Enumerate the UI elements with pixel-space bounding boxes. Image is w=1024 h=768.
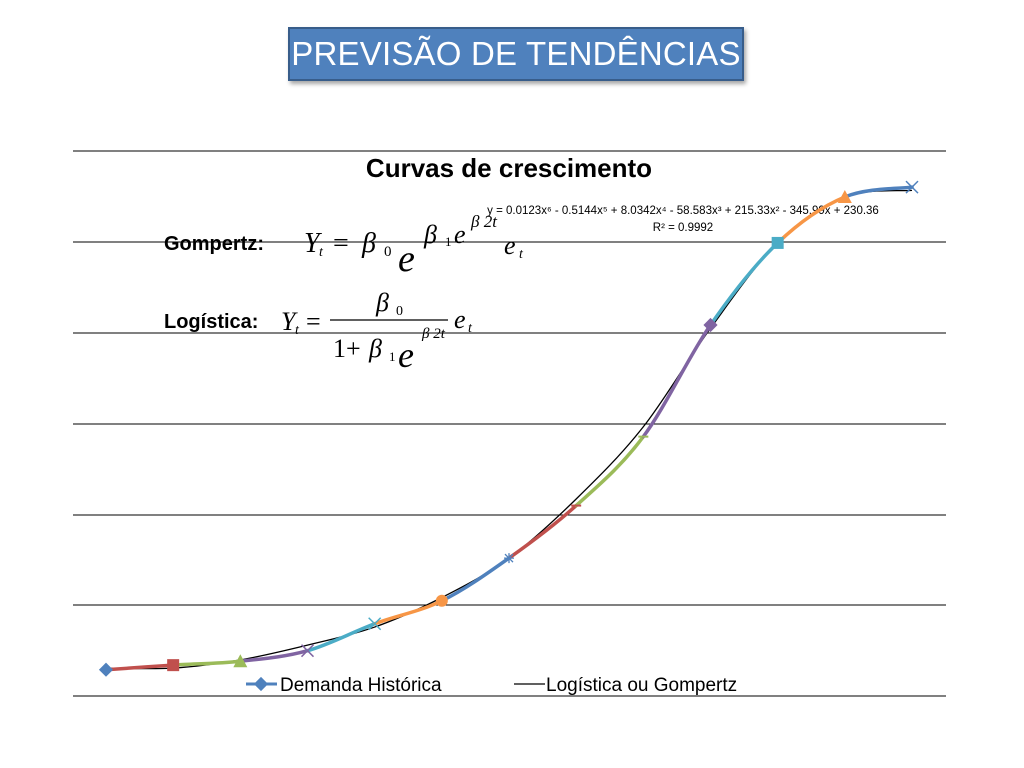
series-segment xyxy=(641,323,713,439)
gompertz-label: Gompertz: xyxy=(164,233,264,255)
data-point xyxy=(435,594,448,607)
svg-text:1: 1 xyxy=(445,234,452,249)
trendline-equation: y = 0.0123x⁶ - 0.5144x⁵ + 8.0342x⁴ - 58.… xyxy=(487,205,879,217)
svg-text:β 2t: β 2t xyxy=(421,326,446,342)
slide-title-box: PREVISÃO DE TENDÊNCIAS xyxy=(288,27,744,81)
data-point xyxy=(300,644,315,658)
series-segment xyxy=(574,434,646,508)
legend-diamond-icon xyxy=(253,676,269,692)
svg-text:e: e xyxy=(398,238,415,280)
logistic-formula: Y t = β 0 1+ β 1 e β 2t e t xyxy=(281,288,473,375)
series-demanda-historica-segments xyxy=(104,185,914,672)
series-segment xyxy=(708,241,780,327)
gridlines xyxy=(73,150,946,697)
svg-text:β: β xyxy=(423,220,437,249)
svg-text:1: 1 xyxy=(389,349,396,364)
svg-text:β: β xyxy=(368,334,382,363)
svg-text:e: e xyxy=(454,305,466,334)
data-point xyxy=(905,180,919,194)
series-segment xyxy=(843,185,914,199)
svg-text:e: e xyxy=(504,231,516,260)
svg-text:0: 0 xyxy=(396,304,403,319)
svg-text:=: = xyxy=(306,307,321,336)
svg-text:β: β xyxy=(361,228,376,259)
gompertz-formula: Y t = β 0 e β 1 e β 2t e t xyxy=(304,212,524,280)
svg-text:t: t xyxy=(319,245,324,260)
data-point xyxy=(98,662,114,677)
series-segment xyxy=(440,556,511,603)
series-segment xyxy=(238,648,310,663)
svg-text:t: t xyxy=(519,247,524,262)
series-segment xyxy=(171,659,243,667)
svg-text:β: β xyxy=(375,288,389,317)
data-point xyxy=(771,236,784,249)
data-point xyxy=(167,659,180,672)
slide-title: PREVISÃO DE TENDÊNCIAS xyxy=(291,35,741,72)
svg-text:e: e xyxy=(398,335,414,375)
logistic-label: Logística: xyxy=(164,311,258,333)
data-point xyxy=(233,654,248,668)
chart-title: Curvas de crescimento xyxy=(366,153,652,183)
legend-item-demanda-historica: Demanda Histórica xyxy=(280,675,442,696)
data-point xyxy=(703,317,718,333)
series-segment xyxy=(775,195,847,245)
data-point xyxy=(368,617,382,631)
svg-text:Y: Y xyxy=(304,228,323,259)
svg-text:t: t xyxy=(295,323,300,338)
series-segment xyxy=(507,503,578,560)
svg-text:=: = xyxy=(333,228,349,259)
legend: Demanda Histórica Logística ou Gompertz xyxy=(246,675,737,696)
series-demanda-historica-markers xyxy=(98,180,919,677)
svg-text:t: t xyxy=(468,321,473,336)
svg-text:e: e xyxy=(454,220,466,249)
legend-item-logistica-ou-gompertz: Logística ou Gompertz xyxy=(546,675,737,696)
svg-text:β 2t: β 2t xyxy=(470,212,498,231)
data-point xyxy=(837,189,852,203)
svg-text:1+: 1+ xyxy=(333,334,361,363)
trendline-r2: R² = 0.9992 xyxy=(653,222,713,234)
series-logistica-ou-gompertz-line xyxy=(105,189,913,670)
series-segment xyxy=(372,599,444,626)
series-segment xyxy=(305,622,377,653)
svg-text:0: 0 xyxy=(384,244,392,260)
data-point xyxy=(504,553,514,564)
svg-text:Y: Y xyxy=(281,307,298,336)
